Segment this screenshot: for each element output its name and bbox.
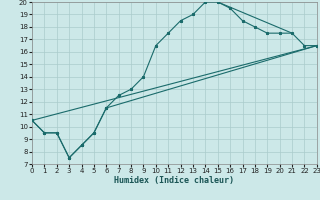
X-axis label: Humidex (Indice chaleur): Humidex (Indice chaleur) (115, 176, 234, 185)
